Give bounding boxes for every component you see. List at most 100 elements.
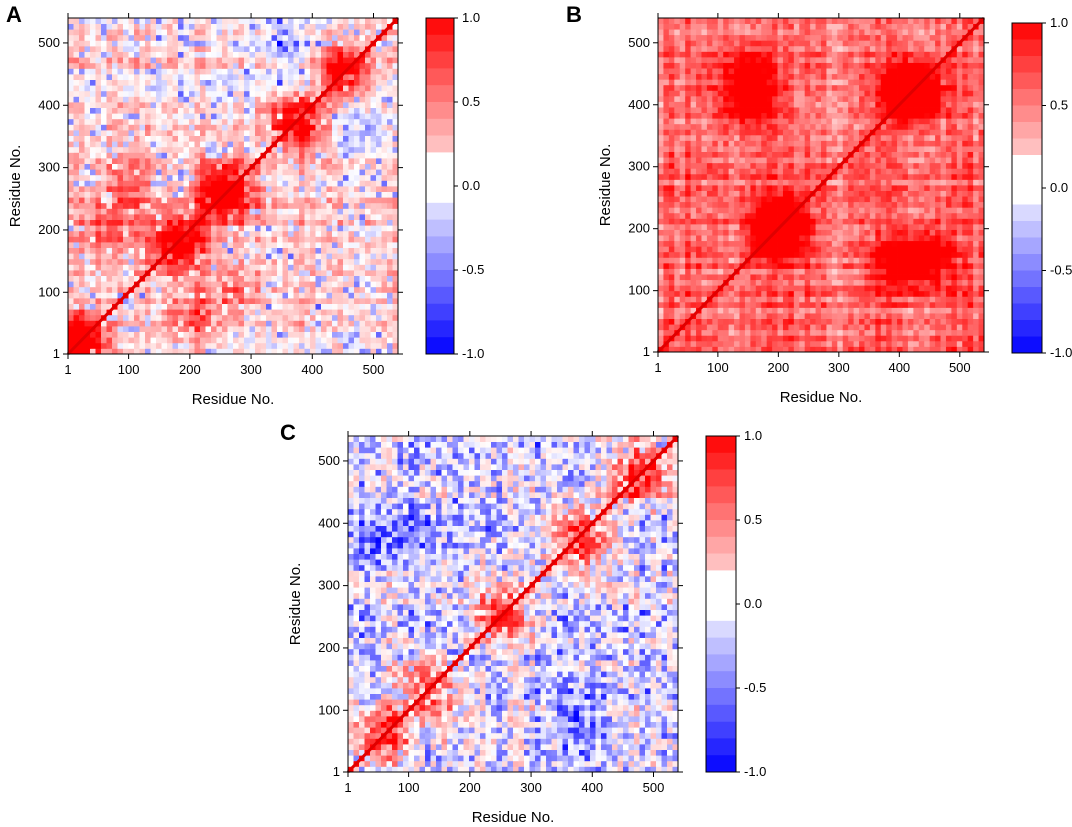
heat-cell [381,253,388,260]
heat-cell [205,102,212,108]
heat-cell [304,96,311,103]
heat-cell [359,320,366,327]
heat-cell [233,96,239,103]
heat-cell [117,85,124,92]
heat-cell [205,236,212,243]
heat-cell [370,253,377,260]
heat-cell [106,158,113,164]
heat-cell [161,197,168,204]
heat-cell [359,214,366,220]
heat-cell [679,240,686,247]
heat-cell [288,348,294,355]
heat-cell [674,257,681,264]
heat-cell [668,268,675,275]
heat-cell [95,102,102,108]
heat-cell [178,281,184,288]
heat-cell [376,253,382,260]
heat-cell [123,51,129,58]
heat-cell [842,279,849,286]
heat-cell [266,62,272,69]
heat-cell [387,270,393,276]
heat-cell [348,337,355,344]
heat-cell [337,141,344,148]
heat-cell [84,18,91,24]
heat-cell [696,235,702,242]
heat-cell [310,62,316,69]
heat-cell [172,141,179,148]
heat-cell [161,186,168,192]
heat-cell [326,286,333,293]
heat-cell [288,326,294,332]
heat-cell [227,236,234,243]
heat-cell [826,313,833,319]
heat-cell [690,340,697,347]
heat-cell [211,236,217,243]
heat-cell [216,23,223,30]
heat-cell [128,124,135,131]
heat-cell [978,235,985,242]
heat-cell [200,337,206,344]
heat-cell [84,320,91,327]
heat-cell [145,124,151,131]
heat-cell [277,292,283,299]
heat-cell [744,251,751,258]
heat-cell [139,146,146,153]
heat-cell [183,309,190,316]
heat-cell [831,279,838,286]
heat-cell [332,320,338,327]
heat-cell [772,307,778,314]
heat-cell [799,296,806,303]
heat-cell [90,281,96,288]
heat-cell [117,135,124,142]
heat-cell [194,146,201,153]
heat-cell [183,292,190,299]
heat-cell [145,264,151,271]
heat-cell [145,180,151,187]
heat-cell [205,46,212,52]
heat-cell [233,62,239,69]
heat-cell [299,51,305,58]
heat-cell [343,34,349,41]
heat-cell [359,62,366,69]
heat-cell [299,348,305,355]
heat-cell [183,23,190,30]
heat-cell [365,298,371,304]
heat-cell [123,242,129,248]
heat-cell [84,62,91,69]
heat-cell [134,169,140,176]
heat-cell [321,337,327,344]
heat-cell [310,281,316,288]
heat-cell [189,253,195,260]
heat-cell [304,236,311,243]
heat-cell [178,247,184,254]
heat-cell [304,174,311,181]
heat-cell [788,268,795,275]
heat-cell [90,298,96,304]
heat-cell [348,90,355,97]
heat-cell [222,348,228,355]
heat-cell [837,340,844,347]
heat-cell [332,242,338,248]
heat-cell [227,146,234,153]
heat-cell [84,174,91,181]
heat-cell [293,197,300,204]
heat-cell [810,279,816,286]
heat-cell [777,279,784,286]
heat-cell [663,290,670,297]
heat-cell [222,90,228,97]
heat-cell [277,90,283,97]
heat-cell [172,180,179,187]
heat-cell [84,314,91,321]
heat-cell [233,292,239,299]
heat-cell [343,258,349,265]
heat-cell [674,235,681,242]
heat-cell [172,314,179,321]
heat-cell [337,57,344,64]
heat-cell [145,342,151,349]
heat-cell [728,240,735,247]
heat-cell [117,202,124,209]
heat-cell [183,79,190,86]
heat-cell [706,268,713,275]
heat-cell [244,152,250,159]
heat-cell [238,18,245,24]
